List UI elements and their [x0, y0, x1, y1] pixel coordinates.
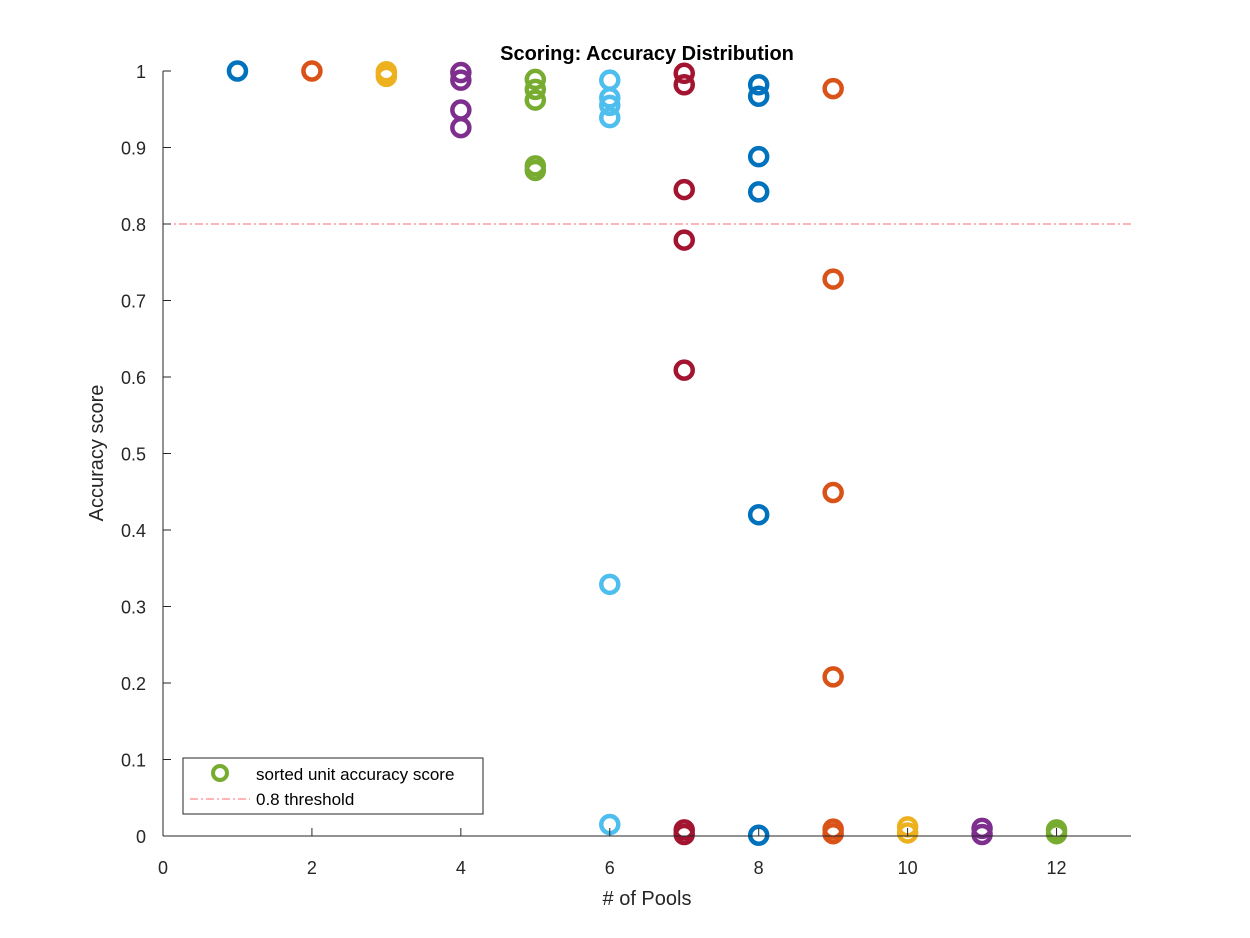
x-tick-label: 2 [307, 858, 317, 878]
x-tick-label: 0 [158, 858, 168, 878]
x-tick-label: 12 [1047, 858, 1067, 878]
data-point [599, 94, 621, 117]
data-point [599, 87, 621, 109]
y-axis-label: Accuracy score [86, 385, 108, 522]
data-point [747, 145, 770, 168]
data-point [822, 77, 844, 100]
x-tick-label: 6 [605, 858, 615, 878]
data-point [599, 573, 621, 596]
data-point [747, 824, 770, 846]
data-point [450, 61, 472, 84]
y-tick-label: 0.3 [121, 598, 146, 618]
data-point [747, 181, 770, 203]
data-point [673, 74, 695, 96]
data-point [747, 74, 770, 96]
x-tick-label: 4 [456, 858, 466, 878]
y-ticks: 0 0.1 0.2 0.3 0.4 0.5 0.6 0.7 0.8 0.9 1 [121, 62, 171, 847]
y-tick-label: 0.7 [121, 292, 146, 312]
data-point [226, 60, 249, 82]
data-point [673, 62, 695, 85]
y-tick-label: 0.8 [121, 215, 146, 235]
legend: sorted unit accuracy score 0.8 threshold [182, 757, 484, 815]
y-tick-label: 1 [136, 62, 146, 82]
x-axis-label: # of Pools [603, 888, 692, 910]
y-tick-label: 0 [136, 827, 146, 847]
y-tick-label: 0.6 [121, 368, 146, 388]
data-point [747, 85, 770, 107]
data-point [822, 481, 844, 504]
data-point [896, 822, 919, 844]
x-tick-label: 10 [898, 858, 918, 878]
data-point [673, 823, 695, 846]
legend-label-1: 0.8 threshold [256, 790, 354, 809]
points-layer [226, 60, 1068, 846]
y-tick-label: 0.2 [121, 674, 146, 694]
legend-box [182, 757, 484, 815]
data-point [524, 89, 547, 111]
legend-marker-circle [211, 764, 229, 782]
data-point [375, 65, 398, 88]
data-point [524, 159, 547, 182]
y-tick-label: 0.1 [121, 751, 146, 771]
data-point [524, 68, 547, 91]
y-tick-label: 0.9 [121, 139, 146, 159]
data-point [450, 69, 472, 91]
data-point [673, 359, 695, 381]
x-tick-label: 8 [754, 858, 764, 878]
data-point [301, 60, 323, 82]
data-point [1045, 822, 1068, 845]
chart-title: Scoring: Accuracy Distribution [500, 43, 794, 65]
x-ticks: 0 2 4 6 8 10 12 [158, 828, 1067, 878]
legend-label-0: sorted unit accuracy score [256, 765, 454, 784]
data-point [524, 78, 547, 101]
data-point [971, 823, 993, 846]
data-point [599, 106, 621, 129]
data-point [822, 268, 844, 290]
y-tick-label: 0.4 [121, 521, 146, 541]
data-point [822, 666, 844, 688]
y-tick-label: 0.5 [121, 445, 146, 465]
data-point [747, 503, 770, 526]
data-point [673, 229, 695, 251]
data-point [673, 178, 695, 201]
data-point [822, 822, 844, 845]
data-point [450, 116, 472, 139]
